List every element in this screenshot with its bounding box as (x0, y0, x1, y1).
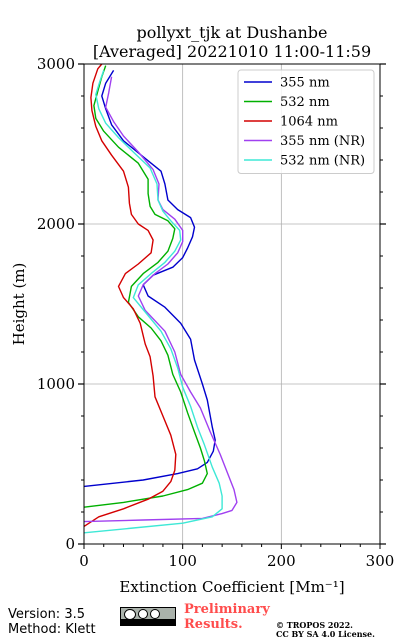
x-tick-label: 100 (168, 552, 197, 570)
legend-label-532-nm-nr: 532 nm (NR) (280, 154, 365, 169)
series-line-355-nm (83, 70, 216, 488)
x-axis-label: Extinction Coefficient [Mm⁻¹] (119, 578, 344, 596)
legend-label-355-nm: 355 nm (280, 76, 330, 91)
chart-subtitle: [Averaged] 20221010 11:00-11:59 (93, 42, 371, 61)
series-line-532-nm (83, 65, 208, 508)
method-text: Method: Klett (8, 622, 96, 637)
series-line-355-nm-nr (83, 76, 238, 523)
y-tick-label: 0 (65, 535, 75, 553)
y-tick-label: 3000 (37, 55, 75, 73)
series-line-1064-nm (83, 63, 177, 527)
chart: pollyxt_tjk at Dushanbe [Averaged] 20221… (10, 23, 395, 596)
legend-label-1064-nm: 1064 nm (280, 115, 338, 130)
preliminary-line-2: Results. (184, 617, 243, 632)
series-line-532-nm-nr (83, 70, 223, 534)
x-tick-label: 300 (366, 552, 395, 570)
y-axis-label: Height (m) (10, 263, 28, 346)
license-text: CC BY SA 4.0 License. (276, 629, 375, 639)
preliminary-results-text: Preliminary Results. (184, 602, 270, 632)
legend: 355 nm 532 nm 1064 nm 355 nm (NR) 532 nm (NR… (237, 69, 375, 174)
legend-label-532-nm: 532 nm (280, 95, 330, 110)
plot-lines (83, 63, 238, 534)
chart-title: pollyxt_tjk at Dushanbe (136, 23, 327, 42)
preliminary-line-1: Preliminary (184, 602, 270, 617)
x-tick-label: 200 (267, 552, 296, 570)
copyright-text: © TROPOS 2022. (276, 620, 353, 630)
sa-share-alike-icon (150, 609, 160, 619)
y-tick-label: 2000 (37, 215, 75, 233)
cc-logo-icon (124, 608, 136, 620)
by-attribution-icon (138, 609, 148, 619)
version-text: Version: 3.5 (8, 607, 85, 622)
y-tick-label: 1000 (37, 375, 75, 393)
legend-box (237, 69, 375, 174)
x-tick-label: 0 (79, 552, 89, 570)
legend-label-355-nm-nr: 355 nm (NR) (280, 134, 365, 149)
cc-license-icon (120, 607, 176, 626)
plot-frame (83, 63, 381, 545)
